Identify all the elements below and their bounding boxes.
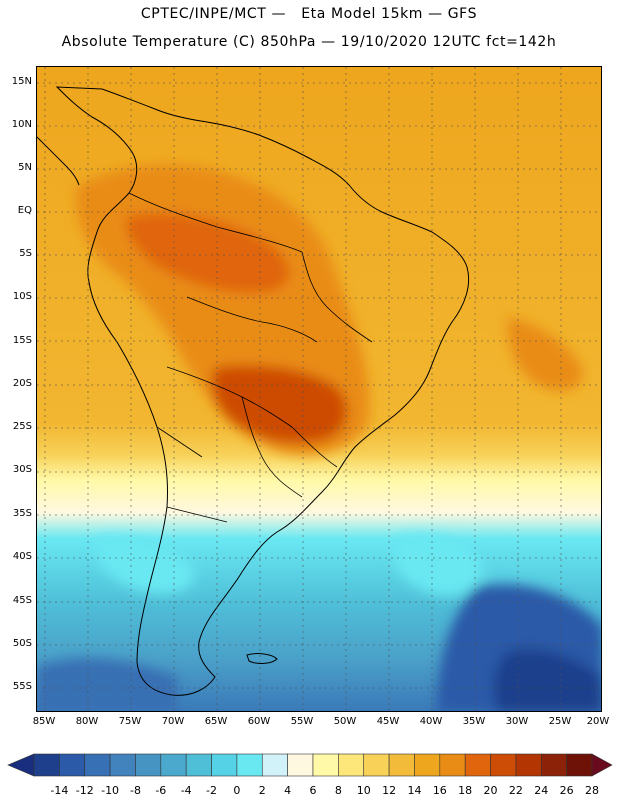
- cool-pacific: [96, 536, 195, 594]
- lat-label-20s: 20S: [12, 378, 32, 389]
- lon-label-30w: 30W: [505, 716, 529, 727]
- lon-label-55w: 55W: [290, 716, 314, 727]
- colorbar-tick-label: 8: [334, 784, 342, 797]
- colorbar-segment: [363, 753, 390, 777]
- colorbar-tick-label: 4: [284, 784, 292, 797]
- lat-label-35s: 35S: [12, 508, 32, 519]
- colorbar-tick-label: -6: [155, 784, 167, 797]
- lat-label-30s: 30S: [12, 464, 32, 475]
- cold-south-pacific: [37, 658, 177, 711]
- lon-label-40w: 40W: [419, 716, 443, 727]
- lat-label-25s: 25S: [12, 421, 32, 432]
- colorbar-segment: [414, 753, 441, 777]
- map-subtitle: Absolute Temperature (C) 850hPa — 19/10/…: [61, 34, 557, 50]
- temperature-patches: [37, 164, 601, 711]
- lon-label-70w: 70W: [161, 716, 185, 727]
- colorbar-tick-label: -2: [206, 784, 218, 797]
- lat-label-5s: 5S: [19, 248, 32, 259]
- lat-label-55s: 55S: [12, 681, 32, 692]
- colorbar-tick-label: 20: [483, 784, 498, 797]
- colorbar-segment: [439, 753, 466, 777]
- colorbar-segment: [211, 753, 238, 777]
- colorbar-tick-label: -8: [129, 784, 141, 797]
- lon-label-60w: 60W: [247, 716, 271, 727]
- lat-label-45s: 45S: [12, 595, 32, 606]
- south-america-coastline: [55, 86, 470, 696]
- colorbar-tick-label: -4: [180, 784, 192, 797]
- country-borders: [128, 192, 373, 523]
- colorbar-segment: [135, 753, 162, 777]
- colorbar-segment: [388, 753, 415, 777]
- graticule: [37, 67, 601, 711]
- colorbar-tick-label: -14: [50, 784, 69, 797]
- colorbar-segment: [33, 753, 60, 777]
- colorbar-over-arrow: [591, 753, 613, 777]
- lat-label-5n: 5N: [18, 162, 32, 173]
- colorbar-tick-label: 6: [309, 784, 317, 797]
- colorbar-segment: [515, 753, 542, 777]
- lon-label-75w: 75W: [118, 716, 142, 727]
- colorbar-tick-label: 18: [458, 784, 473, 797]
- colorbar-segment: [59, 753, 86, 777]
- colorbar-segment: [490, 753, 517, 777]
- colorbar-tick-label: -10: [101, 784, 120, 797]
- colorbar-tick-label: 22: [508, 784, 523, 797]
- colorbar-tick-label: 28: [585, 784, 599, 797]
- coldest-core: [494, 648, 601, 711]
- lon-label-50w: 50W: [333, 716, 357, 727]
- warm-atlantic: [507, 317, 583, 391]
- colorbar-segment: [540, 753, 567, 777]
- colorbar-segment: [84, 753, 111, 777]
- colorbar-tick-label: 10: [356, 784, 371, 797]
- lon-label-35w: 35W: [462, 716, 486, 727]
- lon-label-45w: 45W: [376, 716, 400, 727]
- colorbar-segment: [185, 753, 212, 777]
- lat-label-15s: 15S: [12, 335, 32, 346]
- lat-label-eq: EQ: [17, 205, 32, 216]
- colorbar-segment: [160, 753, 187, 777]
- lat-label-50s: 50S: [12, 638, 32, 649]
- colorbar-tick-label: 2: [258, 784, 266, 797]
- colorbar-segment: [338, 753, 365, 777]
- colorbar-tick-label: 24: [534, 784, 549, 797]
- colorbar-tick-label: -12: [75, 784, 94, 797]
- central-america-coastline: [37, 136, 80, 186]
- lat-label-15n: 15N: [11, 76, 32, 87]
- lon-label-65w: 65W: [204, 716, 228, 727]
- map-canvas: [37, 67, 601, 711]
- hot-north: [126, 213, 290, 293]
- colorbar-segment: [261, 753, 288, 777]
- colorbar-tick-label: 0: [233, 784, 241, 797]
- colorbar-segment: [287, 753, 314, 777]
- lat-label-10s: 10S: [12, 291, 32, 302]
- map-title: CPTEC/INPE/MCT — Eta Model 15km — GFS: [140, 6, 478, 22]
- lat-label-40s: 40S: [12, 551, 32, 562]
- colorbar-segment: [109, 753, 136, 777]
- colorbar-tick-label: 12: [382, 784, 397, 797]
- colorbar-segment: [236, 753, 263, 777]
- lon-label-25w: 25W: [548, 716, 572, 727]
- lon-label-85w: 85W: [32, 716, 56, 727]
- lon-label-80w: 80W: [75, 716, 99, 727]
- colorbar-tick-label: 26: [559, 784, 574, 797]
- colorbar: [7, 753, 613, 777]
- falkland-islands: [246, 653, 278, 664]
- lon-label-20w: 20W: [586, 716, 610, 727]
- temperature-map: [36, 66, 602, 712]
- cool-atlantic: [393, 533, 483, 596]
- colorbar-segment: [566, 753, 593, 777]
- lat-label-10n: 10N: [11, 119, 32, 130]
- colorbar-tick-label: 16: [432, 784, 447, 797]
- colorbar-segment: [312, 753, 339, 777]
- colorbar-tick-label: 14: [407, 784, 422, 797]
- colorbar-under-arrow: [7, 753, 35, 777]
- colorbar-segment: [464, 753, 491, 777]
- colorbar-segments: [7, 753, 613, 777]
